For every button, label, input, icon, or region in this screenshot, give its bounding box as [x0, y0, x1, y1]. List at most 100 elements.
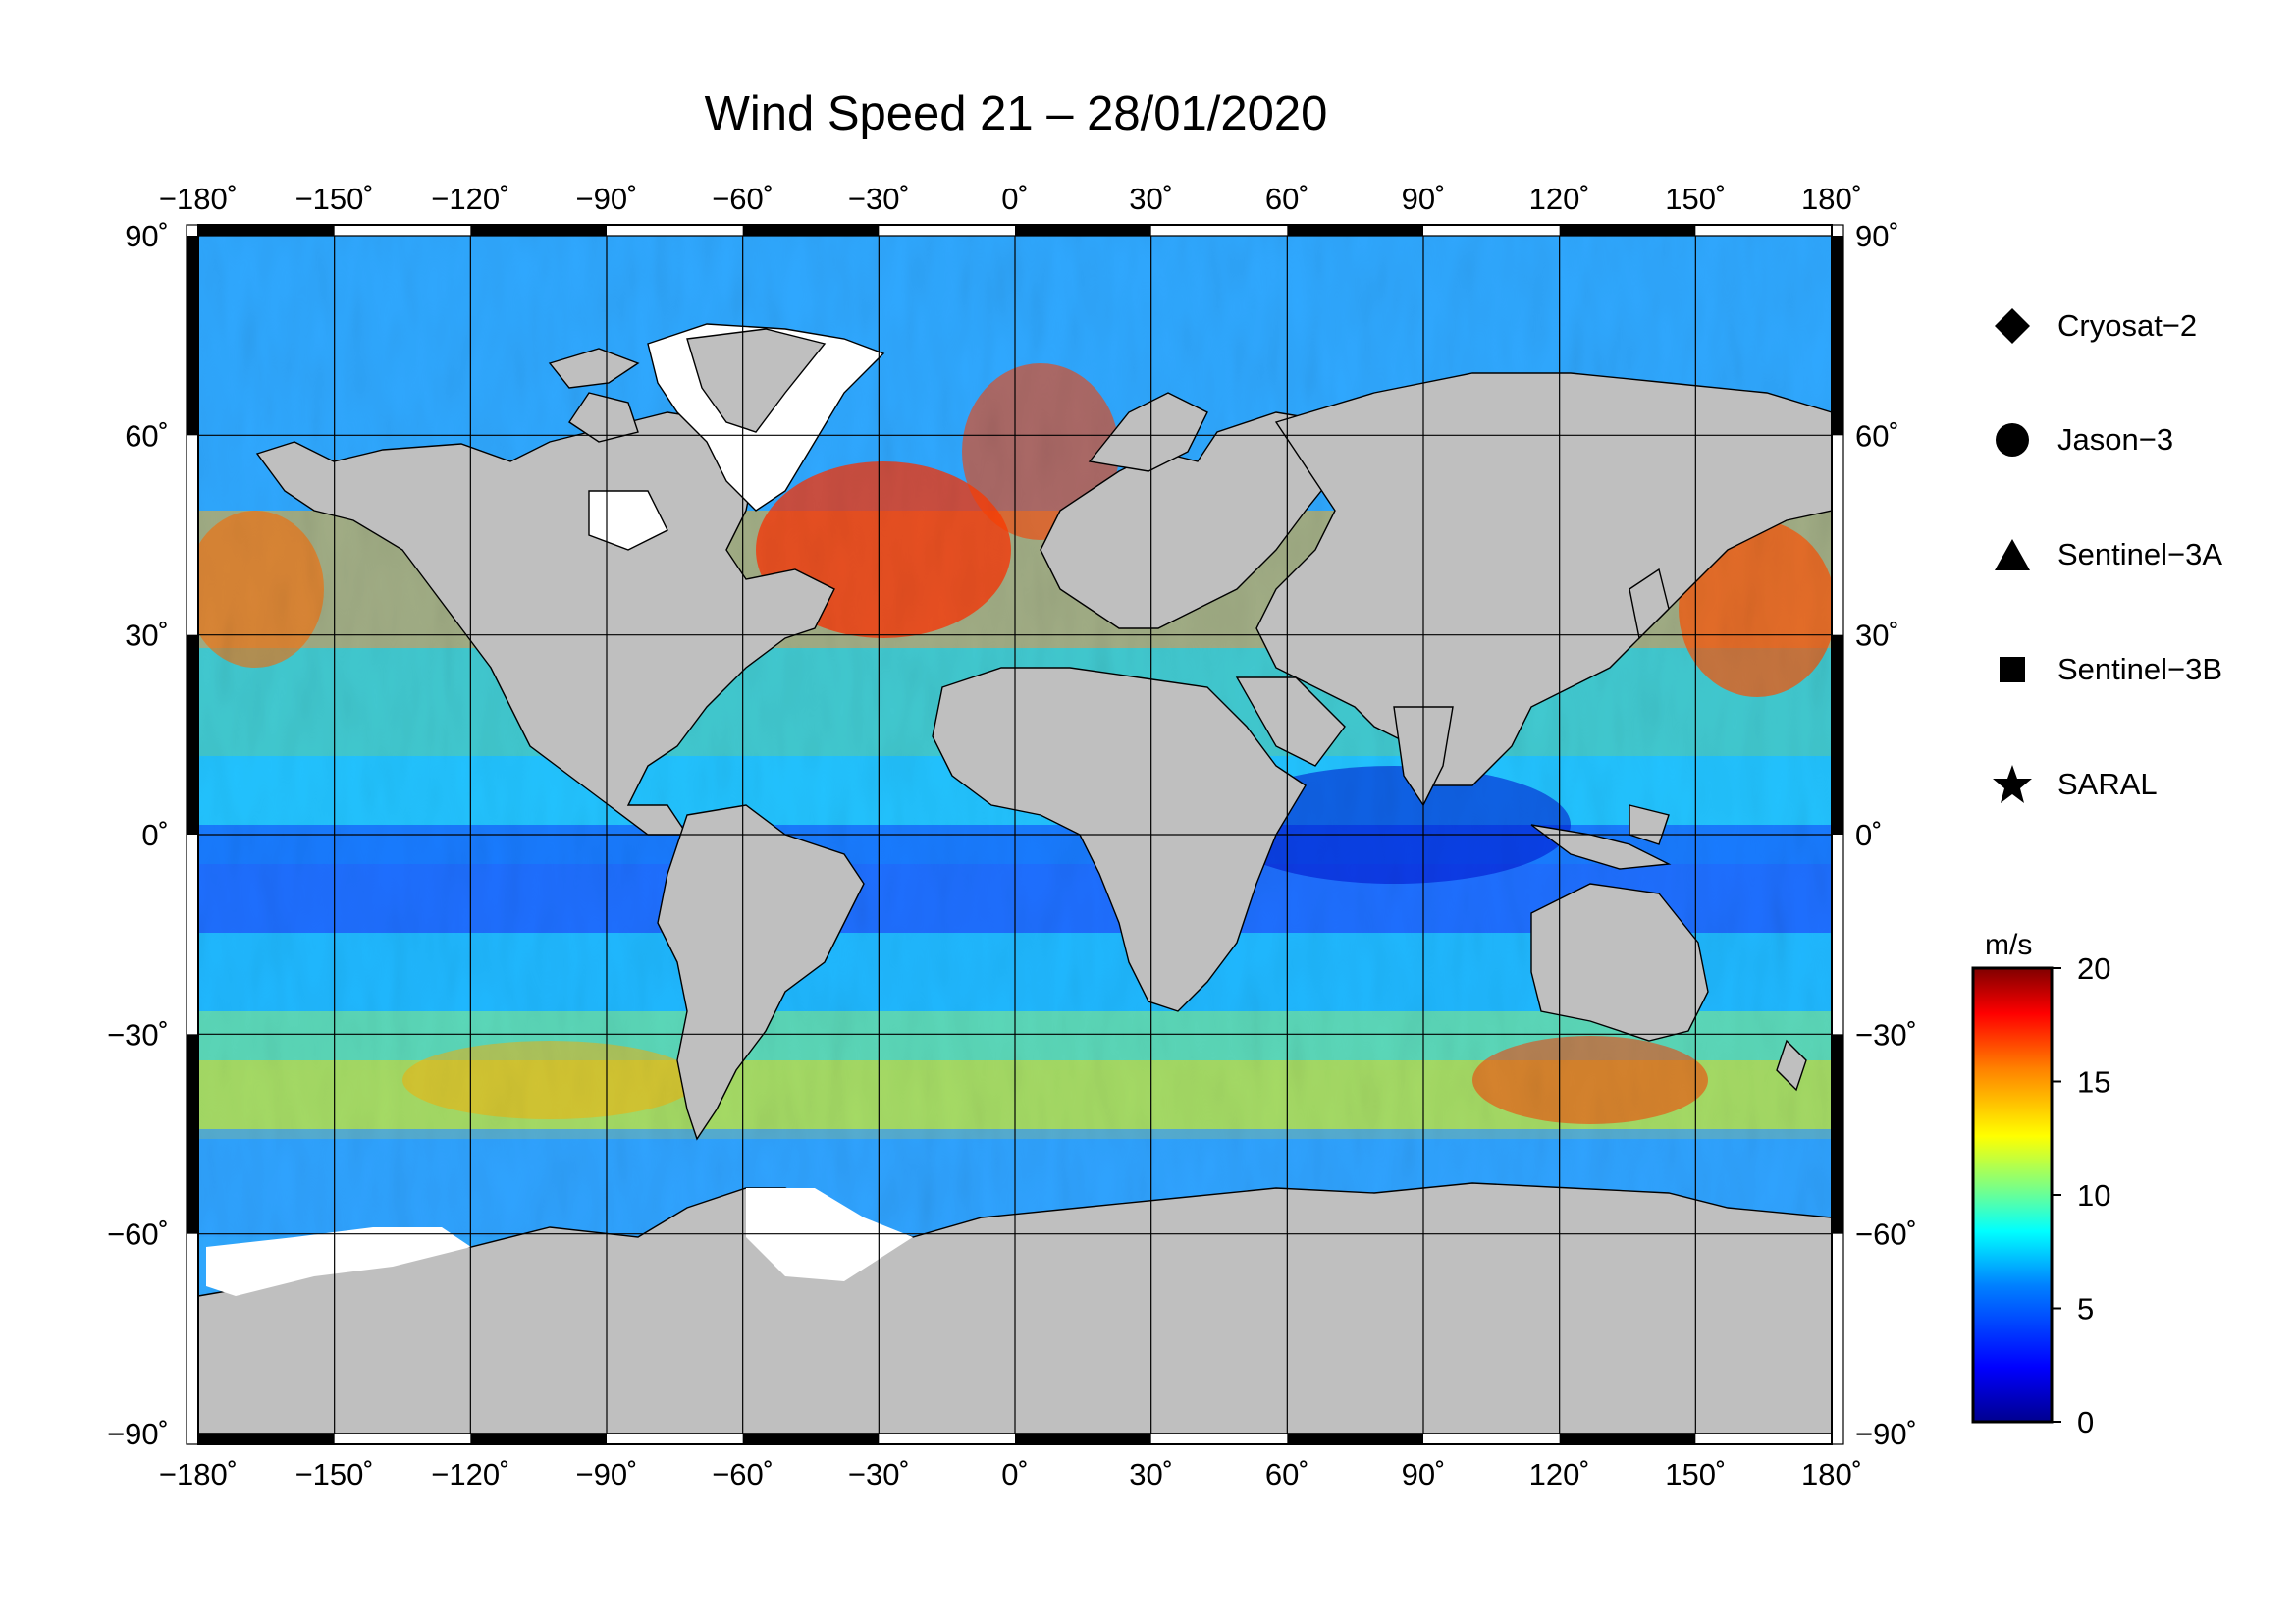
frame-block — [1287, 225, 1423, 236]
lat-tick-label-left: −60˚ — [107, 1217, 169, 1252]
colorbar-tick-label: 5 — [2077, 1292, 2094, 1326]
lon-tick-label-top: 30˚ — [1129, 182, 1173, 216]
colorbar-tick-label: 20 — [2077, 951, 2110, 986]
legend-item-saral: SARAL — [1991, 755, 2158, 814]
asia — [1255, 372, 1833, 786]
scandinavia — [1088, 392, 1208, 472]
lon-tick-label-bottom: 120˚ — [1529, 1457, 1590, 1491]
lon-tick-label-top: 90˚ — [1402, 182, 1446, 216]
lat-tick-label-left: −90˚ — [107, 1417, 169, 1451]
legend-label: Sentinel−3B — [2057, 652, 2223, 686]
lon-tick-label-top: 120˚ — [1529, 182, 1590, 216]
legend-item-jason: Jason−3 — [1991, 410, 2173, 469]
frame-block — [187, 236, 198, 436]
new-zealand — [1776, 1039, 1807, 1092]
frame-block — [1832, 236, 1843, 436]
lon-tick-label-bottom: −30˚ — [848, 1457, 910, 1491]
lat-tick-label-right: −60˚ — [1855, 1217, 1917, 1252]
lon-tick-label-top: 180˚ — [1801, 182, 1862, 216]
legend-label: Cryosat−2 — [2057, 308, 2198, 343]
map-title: Wind Speed 21 – 28/01/2020 — [704, 87, 1328, 140]
frame-block — [187, 634, 198, 835]
colorbar-tick-label: 0 — [2077, 1405, 2094, 1439]
arabia — [1235, 676, 1346, 767]
lat-tick-label-right: −30˚ — [1855, 1017, 1917, 1052]
triangle-icon — [1991, 533, 2034, 576]
lon-tick-label-top: −180˚ — [159, 182, 238, 216]
legend-item-sentinel-3b: Sentinel−3B — [1991, 640, 2222, 699]
lon-tick-label-top: −90˚ — [576, 182, 638, 216]
diamond-icon — [1991, 304, 2034, 348]
lon-tick-label-top: −30˚ — [848, 182, 910, 216]
frame-block — [1559, 225, 1696, 236]
frame-block — [198, 225, 335, 236]
lon-tick-label-top: −150˚ — [295, 182, 374, 216]
lon-tick-label-bottom: 60˚ — [1265, 1457, 1309, 1491]
square-icon — [1991, 648, 2034, 691]
colorbar: 20 15 10 5 0 — [1971, 951, 2110, 1439]
frame-block — [1832, 1034, 1843, 1234]
lon-tick-label-bottom: −150˚ — [295, 1457, 374, 1491]
hudson-bay-ice — [588, 490, 668, 551]
lat-tick-label-right: 0˚ — [1855, 818, 1883, 852]
frame-block — [1015, 1434, 1151, 1444]
lon-tick-label-bottom: −120˚ — [431, 1457, 509, 1491]
frame-block — [1832, 634, 1843, 835]
south-america — [657, 804, 865, 1141]
legend-label: SARAL — [2057, 767, 2158, 801]
lon-tick-label-bottom: −60˚ — [712, 1457, 774, 1491]
lat-tick-label-left: 90˚ — [125, 219, 169, 253]
legend-label: Sentinel−3A — [2057, 537, 2223, 571]
north-america — [255, 411, 835, 836]
lat-tick-label-right: 30˚ — [1855, 619, 1899, 653]
lat-tick-label-right: −90˚ — [1855, 1417, 1917, 1451]
lat-tick-label-left: 30˚ — [125, 619, 169, 653]
lon-tick-label-top: −60˚ — [712, 182, 774, 216]
legend-item-cryosat: Cryosat−2 — [1991, 297, 2197, 355]
lon-tick-label-bottom: −90˚ — [576, 1457, 638, 1491]
lat-tick-label-left: −30˚ — [107, 1017, 169, 1052]
lon-tick-label-top: 0˚ — [1001, 182, 1029, 216]
colorbar-ticks: 20 15 10 5 0 — [2052, 951, 2110, 1439]
lon-tick-label-top: 60˚ — [1265, 182, 1309, 216]
colorbar-tick-label: 10 — [2077, 1178, 2110, 1213]
frame-checker — [187, 225, 1843, 1444]
legend-item-sentinel-3a: Sentinel−3A — [1991, 525, 2222, 584]
japan — [1629, 568, 1670, 640]
arctic-islands — [548, 348, 640, 443]
colorbar-gradient — [1971, 966, 2054, 1424]
colorbar-unit: m/s — [1985, 929, 2033, 961]
lon-tick-label-top: −120˚ — [431, 182, 509, 216]
star-icon — [1991, 763, 2034, 806]
sea-ice-ross — [206, 1227, 471, 1296]
lat-tick-label-right: 60˚ — [1855, 418, 1899, 453]
legend-label: Jason−3 — [2057, 422, 2174, 457]
frame-block — [470, 1434, 607, 1444]
lon-tick-label-bottom: 90˚ — [1402, 1457, 1446, 1491]
lon-tick-label-bottom: 0˚ — [1001, 1457, 1029, 1491]
tick-labels: −180˚ −180˚ −150˚ −150˚ −120˚ −120˚ −90˚ −90˚ −6… — [107, 182, 1917, 1491]
lon-tick-label-top: 150˚ — [1665, 182, 1726, 216]
colorbar-tick-label: 15 — [2077, 1065, 2110, 1100]
africa — [932, 667, 1307, 1012]
sea-ice-weddell — [746, 1188, 913, 1281]
frame-block — [1559, 1434, 1696, 1444]
frame-block — [742, 1434, 880, 1444]
frame-block — [187, 1034, 198, 1234]
lon-tick-label-bottom: 180˚ — [1801, 1457, 1862, 1491]
circle-icon — [1991, 418, 2034, 461]
frame-block — [198, 1434, 335, 1444]
lat-tick-label-left: 60˚ — [125, 418, 169, 453]
frame-block — [470, 225, 607, 236]
lat-tick-label-right: 90˚ — [1855, 219, 1899, 253]
frame-block — [1287, 1434, 1423, 1444]
frame-block — [1015, 225, 1151, 236]
lon-tick-label-bottom: 30˚ — [1129, 1457, 1173, 1491]
lon-tick-label-bottom: −180˚ — [159, 1457, 238, 1491]
lat-tick-label-left: 0˚ — [141, 818, 169, 852]
frame-block — [742, 225, 880, 236]
australia — [1530, 883, 1709, 1042]
lon-tick-label-bottom: 150˚ — [1665, 1457, 1726, 1491]
